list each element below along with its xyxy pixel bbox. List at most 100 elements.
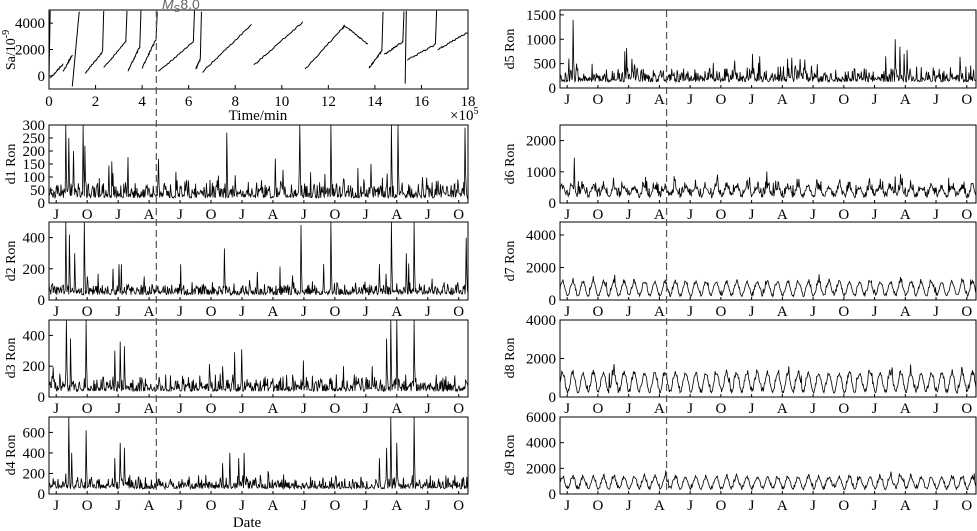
d4-series bbox=[48, 416, 469, 491]
sa-segment bbox=[199, 11, 202, 59]
d8-xtick-label: O bbox=[592, 401, 603, 417]
d7-xtick-label: O bbox=[715, 304, 726, 320]
d3-ytick-label: 0 bbox=[38, 390, 46, 406]
sa-xtick-label: 18 bbox=[461, 94, 476, 110]
d8-xtick-label: J bbox=[687, 401, 693, 417]
d2-line bbox=[48, 221, 469, 297]
d3-xtick-label: J bbox=[177, 401, 183, 417]
d4-xtick-label: A bbox=[391, 498, 402, 514]
d5-xtick-label: J bbox=[749, 92, 755, 108]
sa-x-multiplier-sup: 5 bbox=[473, 106, 478, 117]
d6-yticks: 0 1000 2000 bbox=[526, 134, 564, 212]
d4-xtick-label: J bbox=[301, 498, 307, 514]
d9-y-axis-label: d9 Ron bbox=[503, 435, 518, 476]
sa-segment bbox=[71, 11, 80, 87]
d8-xtick-label: J bbox=[810, 401, 816, 417]
d9-xtick-label: O bbox=[961, 498, 972, 514]
d5-xtick-label: J bbox=[933, 92, 939, 108]
d3-xtick-label: O bbox=[453, 401, 464, 417]
d5-xtick-label: J bbox=[564, 92, 570, 108]
d2-xtick-label: O bbox=[329, 304, 340, 320]
panel-d2: J O J A J O J A J O J A J O 0 200 400 d2 Ron bbox=[4, 221, 469, 320]
sa-xtick-label: 12 bbox=[321, 94, 336, 110]
sa-segment bbox=[103, 41, 127, 68]
d5-xtick-label: O bbox=[592, 92, 603, 108]
d1-xtick-label: J bbox=[425, 207, 431, 223]
d3-xtick-label: J bbox=[363, 401, 369, 417]
d3-ytick-label: 400 bbox=[23, 328, 46, 344]
d6-xtick-label: O bbox=[592, 207, 603, 223]
d5-xtick-label: A bbox=[777, 92, 788, 108]
d5-series bbox=[559, 19, 977, 84]
panel-d9: J O J A J O J A J O J A J O 0 2000 4000 6000 d9 Ron bbox=[503, 410, 977, 514]
d2-xtick-label: J bbox=[115, 304, 121, 320]
d5-yticks: 0 500 1000 1500 bbox=[526, 8, 564, 97]
d7-xtick-label: A bbox=[654, 304, 665, 320]
d2-xtick-label: J bbox=[177, 304, 183, 320]
d9-yticks: 0 2000 4000 6000 bbox=[526, 410, 564, 503]
d8-ytick-label: 0 bbox=[549, 390, 557, 406]
d5-line bbox=[559, 19, 977, 84]
d9-ytick-label: 2000 bbox=[526, 461, 556, 477]
d6-xtick-label: A bbox=[654, 207, 665, 223]
d1-ytick-label: 0 bbox=[38, 196, 46, 212]
d3-xtick-label: J bbox=[53, 401, 59, 417]
sa-y-axis-label: Sa/10-9 bbox=[1, 30, 19, 70]
d6-xtick-label: O bbox=[961, 207, 972, 223]
d8-xtick-label: O bbox=[715, 401, 726, 417]
d6-xtick-label: O bbox=[838, 207, 849, 223]
d8-ytick-label: 2000 bbox=[526, 352, 556, 368]
d4-xtick-label: O bbox=[82, 498, 93, 514]
d1-xtick-label: J bbox=[239, 207, 245, 223]
d1-xtick-label: A bbox=[268, 207, 279, 223]
d9-xtick-label: O bbox=[715, 498, 726, 514]
marker-label-sub: S bbox=[174, 4, 181, 15]
sa-xtick-label: 8 bbox=[231, 94, 239, 110]
sa-y-label-text: Sa/10 bbox=[4, 38, 19, 70]
d3-xtick-label: A bbox=[391, 401, 402, 417]
d1-ytick-label: 200 bbox=[23, 144, 46, 160]
d1-xtick-label: O bbox=[329, 207, 340, 223]
sa-segment bbox=[434, 10, 438, 45]
d6-ytick-label: 0 bbox=[549, 196, 557, 212]
d3-ytick-label: 200 bbox=[23, 359, 46, 375]
d2-xtick-label: O bbox=[206, 304, 217, 320]
d6-series bbox=[559, 157, 977, 199]
d4-xtick-label: O bbox=[453, 498, 464, 514]
d2-xtick-label: J bbox=[239, 304, 245, 320]
sa-segment bbox=[125, 10, 128, 43]
sa-segment bbox=[437, 32, 469, 51]
d2-xtick-label: A bbox=[391, 304, 402, 320]
d8-xtick-label: A bbox=[900, 401, 911, 417]
d1-ytick-label: 100 bbox=[23, 170, 46, 186]
d7-xtick-label: O bbox=[838, 304, 849, 320]
d3-frame bbox=[48, 319, 469, 398]
d9-xtick-label: J bbox=[872, 498, 878, 514]
d1-xtick-label: J bbox=[53, 207, 59, 223]
d1-ytick-label: 300 bbox=[23, 118, 46, 134]
d8-xtick-label: J bbox=[749, 401, 755, 417]
d1-line bbox=[48, 124, 469, 200]
d9-ytick-label: 6000 bbox=[526, 410, 556, 426]
d5-ytick-label: 1500 bbox=[526, 8, 556, 24]
sa-segment bbox=[158, 41, 194, 72]
d2-xtick-label: J bbox=[301, 304, 307, 320]
marker-label-m: M bbox=[162, 0, 174, 12]
d5-xtick-label: A bbox=[654, 92, 665, 108]
date-x-axis-label: Date bbox=[233, 515, 262, 531]
sa-yticks: 0 2000 4000 bbox=[15, 16, 53, 85]
sa-xtick-label: 4 bbox=[138, 94, 146, 110]
sa-segment bbox=[402, 11, 405, 43]
d3-series bbox=[48, 319, 469, 393]
d7-xtick-label: J bbox=[810, 304, 816, 320]
d4-xtick-label: A bbox=[144, 498, 155, 514]
d8-xtick-label: O bbox=[961, 401, 972, 417]
d4-ytick-label: 600 bbox=[23, 425, 46, 441]
sa-segment bbox=[48, 10, 51, 78]
d2-ytick-label: 400 bbox=[23, 231, 46, 247]
